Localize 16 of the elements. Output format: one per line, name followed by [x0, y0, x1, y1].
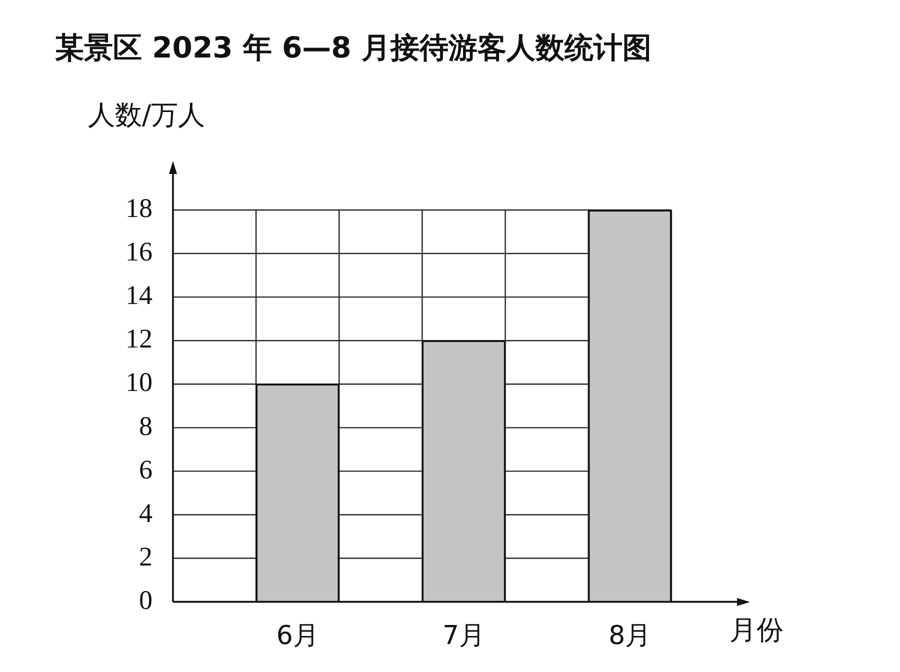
y-tick-label: 14 [126, 280, 153, 310]
x-tick-label: 7月 [442, 621, 486, 652]
y-tick-label: 12 [126, 324, 152, 354]
y-tick-label: 10 [126, 367, 152, 398]
x-tick-label: 8月 [608, 621, 652, 652]
y-tick-label: 0 [139, 584, 152, 615]
x-tick-label: 6月 [276, 621, 319, 652]
y-tick-label: 2 [139, 541, 152, 572]
y-tick-label: 18 [126, 193, 152, 224]
y-tick-label: 4 [139, 498, 153, 528]
chart-title: 某景区 2023 年 6—8 月接待游客人数统计图 [55, 30, 652, 65]
y-tick-label: 6 [139, 454, 152, 484]
y-axis-title: 人数/万人 [88, 100, 206, 132]
y-tick-label: 8 [139, 410, 152, 441]
x-axis-title: 月份 [729, 614, 784, 646]
y-tick-label: 16 [126, 236, 152, 267]
